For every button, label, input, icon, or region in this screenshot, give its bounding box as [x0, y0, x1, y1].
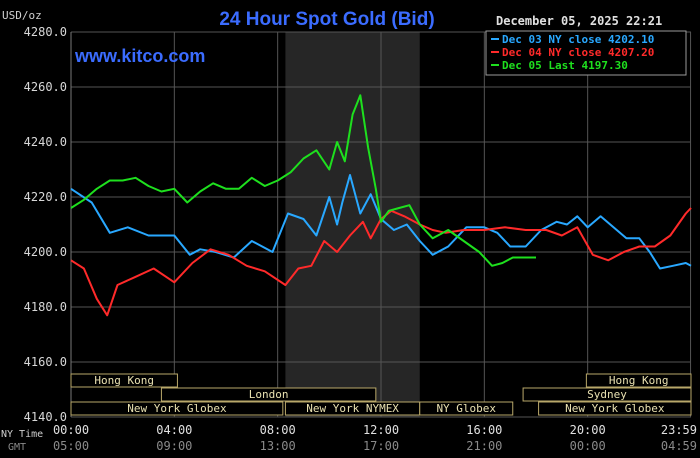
chart-date-label: December 05, 2025 22:21 [496, 14, 662, 28]
watermark: www.kitco.com [74, 46, 205, 66]
session-bar [522, 387, 692, 402]
session-bar [585, 373, 692, 388]
x-tick-label-ny: 00:00 [53, 423, 89, 437]
x-tick-label-gmt: 13:00 [260, 439, 296, 453]
legend-entry: Dec 04 NY close 4207.20 [502, 46, 654, 59]
x-tick-label-ny: 08:00 [260, 423, 296, 437]
y-tick-label: 4220.0 [24, 190, 67, 204]
legend-box [485, 30, 687, 76]
session-label: Sydney [587, 388, 627, 401]
x-tick-label-gmt: 00:00 [570, 439, 606, 453]
y-tick-label: 4280.0 [24, 25, 67, 39]
x-tick-label-gmt: 09:00 [156, 439, 192, 453]
session-bar [160, 387, 377, 402]
y-tick-label: 4200.0 [24, 245, 67, 259]
session-label: New York NYMEX [306, 402, 399, 415]
y-tick-label: 4140.0 [24, 410, 67, 424]
series-line [70, 94, 536, 267]
session-label: London [249, 388, 289, 401]
legend-entry: Dec 05 Last 4197.30 [502, 59, 628, 72]
session-bar [70, 373, 178, 388]
y-tick-label: 4180.0 [24, 300, 67, 314]
x-tick-label-ny: 20:00 [570, 423, 606, 437]
x-tick-label-ny: 23:59 [661, 423, 697, 437]
session-label: New York Globex [565, 402, 665, 415]
legend-entry: Dec 03 NY close 4202.10 [502, 33, 654, 46]
x-tick-label-ny: 12:00 [363, 423, 399, 437]
chart-title: 24 Hour Spot Gold (Bid) [219, 9, 434, 30]
series-line [70, 207, 692, 317]
row-label-gmt: GMT [8, 442, 26, 453]
x-tick-label-ny: 16:00 [466, 423, 502, 437]
x-tick-label-gmt: 17:00 [363, 439, 399, 453]
session-label: New York Globex [127, 402, 227, 415]
session-bar [419, 401, 514, 416]
x-tick-label-gmt: 04:59 [661, 439, 697, 453]
y-axis-unit-label: USD/oz [2, 9, 42, 22]
session-label: NY Globex [436, 402, 496, 415]
y-tick-label: 4260.0 [24, 80, 67, 94]
y-tick-label: 4160.0 [24, 355, 67, 369]
session-bar [70, 401, 284, 416]
x-tick-label-ny: 04:00 [156, 423, 192, 437]
session-label: Hong Kong [609, 374, 669, 387]
nymex-shaded-area [285, 32, 420, 417]
session-label: Hong Kong [94, 374, 154, 387]
x-tick-label-gmt: 21:00 [466, 439, 502, 453]
x-tick-label-gmt: 05:00 [53, 439, 89, 453]
session-bar [538, 401, 692, 416]
y-tick-label: 4240.0 [24, 135, 67, 149]
row-label-ny-time: NY Time [1, 429, 43, 440]
